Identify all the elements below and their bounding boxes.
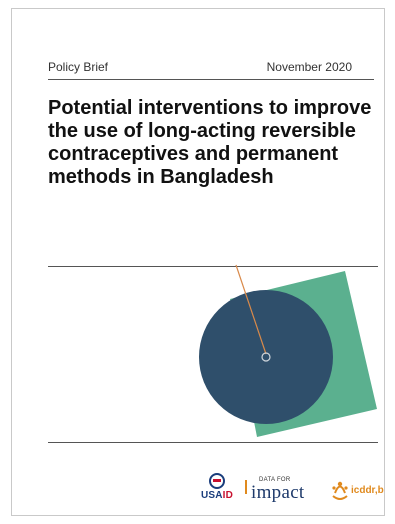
center-ring: [261, 352, 271, 362]
cover-graphic: [199, 264, 377, 437]
usaid-wordmark: USAID: [200, 490, 234, 501]
dark-circle: [199, 290, 333, 424]
document-title: Potential interventions to improve the u…: [48, 97, 372, 188]
series-label: Policy Brief: [48, 60, 109, 74]
document-page: Policy Brief November 2020 Potential int…: [11, 8, 385, 516]
dfi-small-text: DATA FOR: [259, 477, 291, 483]
usaid-logo: USAID: [197, 473, 237, 509]
header-divider: [48, 79, 374, 80]
graphic-bottom-divider: [48, 442, 378, 443]
icddrb-logo: icddr,b: [329, 475, 389, 507]
dfi-big-text: impact: [251, 482, 305, 503]
data-for-impact-logo: DATA FOR impact: [245, 477, 325, 509]
publication-date: November 2020: [266, 60, 352, 74]
icddrb-wordmark: icddr,b: [351, 485, 384, 496]
usaid-seal-icon: [209, 473, 225, 489]
partner-logos: USAID DATA FOR impact icddr,b: [197, 473, 387, 509]
icddrb-emblem-icon: [332, 481, 348, 500]
orange-line: [235, 264, 267, 355]
dfi-mark-icon: [245, 480, 253, 494]
graphic-top-divider: [48, 266, 378, 267]
